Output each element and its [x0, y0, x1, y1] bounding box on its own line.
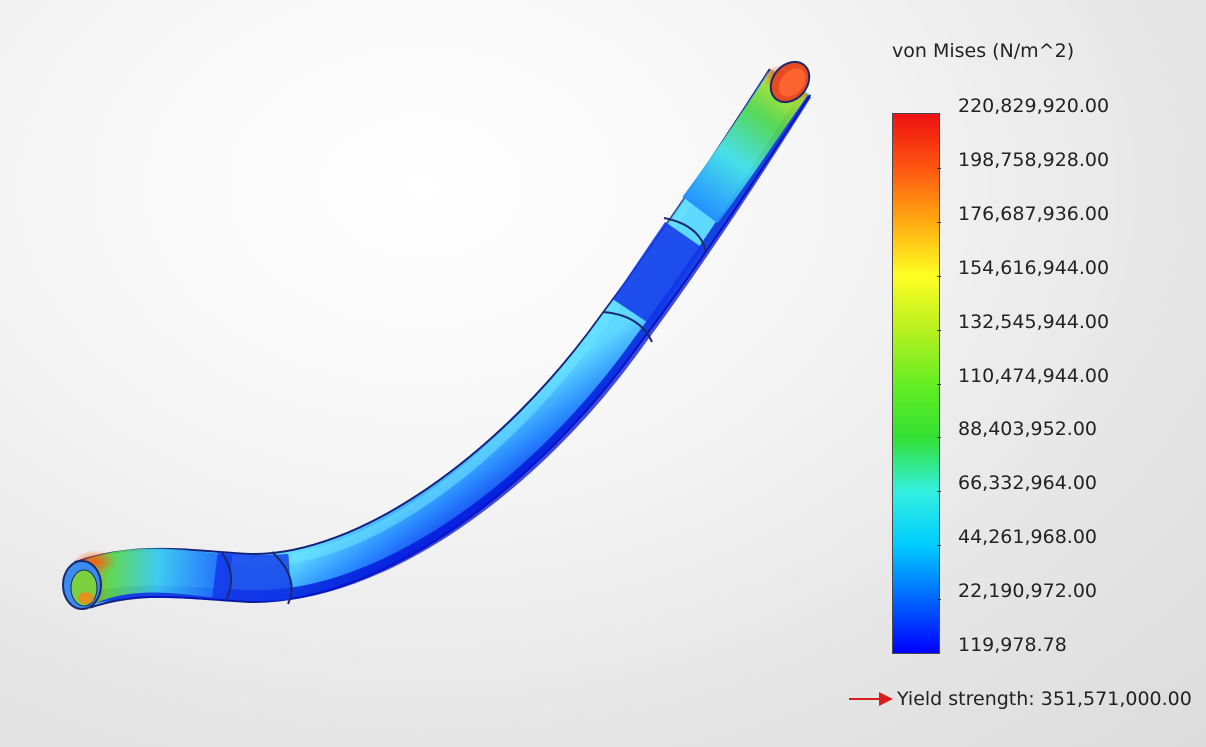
- legend-tick-label: 132,545,944.00: [958, 310, 1110, 333]
- pipe-surface: [74, 69, 810, 607]
- legend-tick-label: 220,829,920.00: [958, 95, 1110, 117]
- legend-tick-label: 154,616,944.00: [958, 256, 1110, 279]
- legend-tick-mark: [937, 329, 941, 331]
- seam-line-2: [602, 311, 653, 343]
- legend-tick-label: 44,261,968.00: [958, 526, 1098, 549]
- legend-tick-mark: [937, 545, 941, 547]
- yield-strength-label: Yield strength: 351,571,000.00: [897, 688, 1192, 710]
- pipe-highlight: [88, 72, 777, 575]
- yield-arrow-icon: [849, 692, 893, 706]
- legend-title: von Mises (N/m^2): [892, 40, 1075, 62]
- legend-tick-mark: [937, 491, 941, 493]
- pipe-end-top-inner: [778, 68, 806, 97]
- legend-tick-label: 176,687,936.00: [958, 202, 1110, 225]
- legend-tick-label: 22,190,972.00: [958, 580, 1098, 603]
- legend-tick-label: 198,758,928.00: [958, 148, 1110, 171]
- legend-tick-mark: [937, 437, 941, 439]
- legend-tick-label: 110,474,944.00: [958, 364, 1110, 387]
- legend-tick-mark: [937, 167, 941, 169]
- yield-strength-row: Yield strength: 351,571,000.00: [849, 686, 1192, 712]
- coupling-bottom: [212, 552, 292, 602]
- legend-tick-label: 119,978.78: [958, 634, 1067, 656]
- legend-tick-label: 66,332,964.00: [958, 472, 1098, 495]
- legend-tick-label: 88,403,952.00: [958, 418, 1098, 441]
- seam-line-4: [271, 551, 293, 605]
- legend-tick-mark: [937, 221, 941, 223]
- pipe-end-bottom-hot: [78, 592, 94, 604]
- legend-tick-mark: [937, 383, 941, 385]
- coupling-top: [612, 221, 703, 325]
- legend-colorbar: [892, 113, 940, 654]
- legend-tick-mark: [937, 275, 941, 277]
- seam-line-1: [663, 217, 707, 253]
- seam-line-3: [221, 552, 233, 601]
- legend-tick-mark: [937, 599, 941, 601]
